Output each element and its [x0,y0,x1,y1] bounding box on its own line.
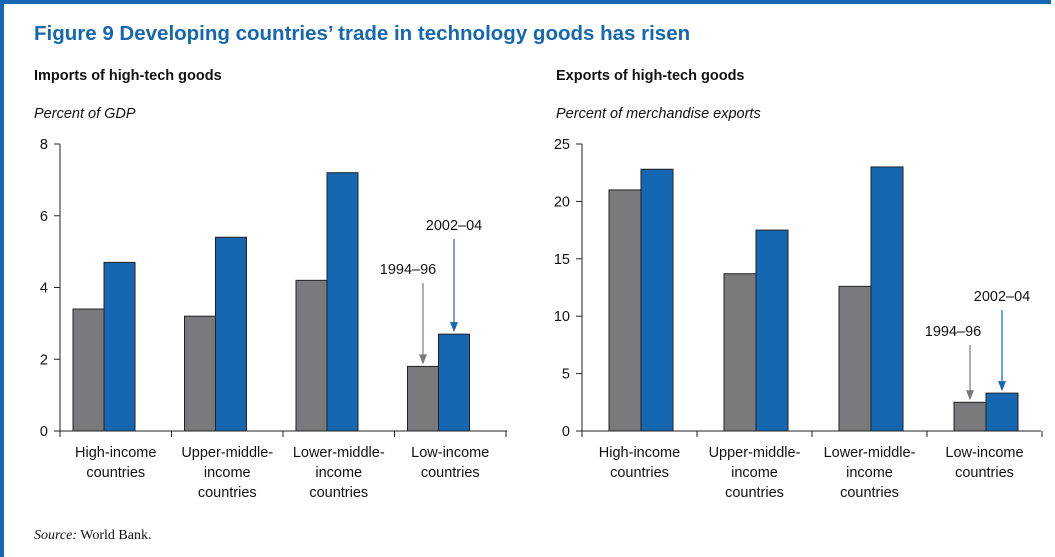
y-tick-label-6: 6 [40,209,48,225]
y-tick-label-0: 0 [40,424,48,440]
bar-2002-04-3 [985,392,1019,432]
category-label-0-0: High-income [75,445,156,461]
series-label-2002-04: 2002–04 [974,289,1030,305]
bar-2002-04-2 [326,172,359,432]
category-label-0-0: High-income [599,445,680,461]
bar-2002-04-2 [870,166,904,432]
source-note: Source: World Bank. [34,528,151,544]
series-arrow-head-0 [966,390,974,401]
bar-1994-96-3 [953,401,987,432]
y-tick-label-5: 5 [562,367,570,383]
right-panel-unit: Percent of merchandise exports [556,106,761,122]
y-tick-label-25: 25 [554,137,570,153]
category-label-2-1: income [315,465,362,481]
y-tick-label-20: 20 [554,194,570,210]
category-label-2-2: countries [309,485,368,501]
y-tick-label-2: 2 [40,352,48,368]
y-tick-label-0: 0 [562,424,570,440]
left-panel-unit: Percent of GDP [34,106,136,122]
series-label-2002-04: 2002–04 [426,218,482,234]
bar-2002-04-0 [640,168,674,432]
series-arrow-head-1 [998,381,1006,392]
bar-2002-04-1 [215,236,247,432]
category-label-2-1: income [846,465,893,481]
category-label-3-0: Low-income [411,445,489,461]
category-label-1-1: income [731,465,778,481]
source-label: Source: [34,528,78,543]
category-label-2-2: countries [840,485,899,501]
bar-1994-96-1 [723,273,757,432]
category-label-2-0: Lower-middle- [293,445,385,461]
y-tick-label-4: 4 [40,281,48,297]
category-label-0-1: countries [610,465,669,481]
category-label-0-1: countries [86,465,145,481]
category-label-3-0: Low-income [945,445,1023,461]
series-label-1994-96: 1994–96 [925,324,981,340]
series-arrow-head-1 [450,322,458,333]
bar-2002-04-3 [438,333,470,432]
category-label-1-2: countries [198,485,257,501]
category-label-2-0: Lower-middle- [824,445,916,461]
right-panel-title: Exports of high-tech goods [556,68,745,84]
left-panel-title: Imports of high-tech goods [34,68,222,84]
category-label-3-1: countries [421,465,480,481]
figure-title: Figure 9 Developing countries’ trade in … [34,22,691,45]
imports-chart: 0 2 4 6 8 High-income countries Upper-middle-in… [40,137,507,501]
y-tick-label-10: 10 [554,309,570,325]
category-label-1-0: Upper-middle- [709,445,801,461]
series-arrow-head-0 [419,354,427,365]
y-tick-label-8: 8 [40,137,48,153]
bar-2002-04-1 [755,229,789,432]
bar-1994-96-2 [838,285,872,432]
bar-1994-96-0 [608,189,642,432]
category-label-1-1: income [204,465,251,481]
source-text: World Bank. [80,528,152,543]
category-label-1-0: Upper-middle- [181,445,273,461]
category-label-3-1: countries [955,465,1014,481]
series-label-1994-96: 1994–96 [380,262,436,278]
y-tick-label-15: 15 [554,252,570,268]
category-label-1-2: countries [725,485,784,501]
